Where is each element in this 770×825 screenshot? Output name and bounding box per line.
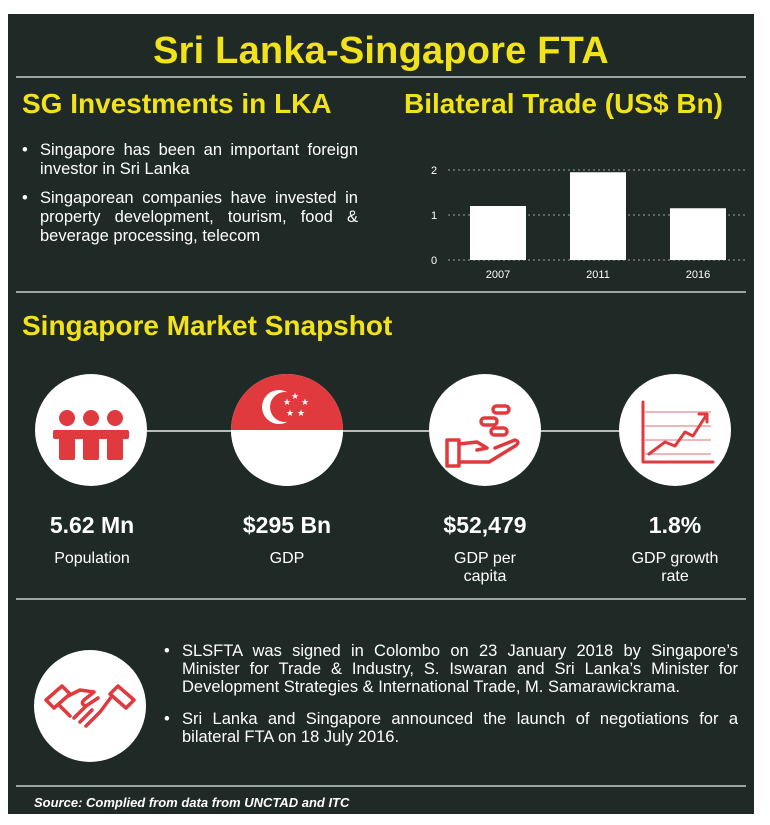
list-item: • Singaporean companies have invested in… bbox=[22, 189, 358, 246]
gdp-growth-label: GDP growth rate bbox=[631, 550, 719, 585]
bullet-dot: • bbox=[22, 189, 28, 207]
x-tick-label: 2016 bbox=[686, 269, 710, 281]
svg-text:★: ★ bbox=[286, 409, 294, 419]
y-tick-label: 1 bbox=[431, 210, 437, 222]
gdp-growth-value: 1.8% bbox=[648, 512, 702, 538]
hand-coins-icon bbox=[429, 374, 541, 486]
bullet-dot: • bbox=[164, 642, 170, 660]
bar bbox=[670, 208, 726, 260]
gdp-value: $295 Bn bbox=[242, 512, 332, 538]
snapshot-connector-line bbox=[48, 430, 728, 432]
investments-bullets: • Singapore has been an important foreig… bbox=[22, 141, 358, 256]
divider bbox=[16, 598, 746, 600]
page-title: Sri Lanka-Singapore FTA bbox=[153, 30, 609, 72]
y-tick-label: 2 bbox=[431, 165, 437, 177]
gdp-per-capita-label: GDP per capita bbox=[454, 550, 516, 585]
bullet-dot: • bbox=[164, 710, 170, 728]
list-item: • SLSFTA was signed in Colombo on 23 Jan… bbox=[164, 642, 738, 696]
bullet-dot: • bbox=[22, 141, 28, 159]
agreement-bullet-text: Sri Lanka and Singapore announced the la… bbox=[182, 710, 738, 746]
x-tick-label: 2011 bbox=[586, 269, 610, 281]
singapore-flag-icon: ★ ★ ★ ★ ★ bbox=[231, 374, 343, 486]
list-item: • Sri Lanka and Singapore announced the … bbox=[164, 710, 738, 746]
list-item: • Singapore has been an important foreig… bbox=[22, 141, 358, 179]
investments-heading: SG Investments in LKA bbox=[22, 88, 332, 119]
handshake-icon bbox=[34, 650, 146, 762]
infographic-panel: Sri Lanka-Singapore FTA SG Investments i… bbox=[8, 14, 754, 814]
svg-text:★: ★ bbox=[283, 398, 291, 408]
people-icon bbox=[35, 374, 147, 486]
population-label: Population bbox=[54, 550, 130, 567]
source-note: Source: Complied from data from UNCTAD a… bbox=[34, 795, 350, 810]
investment-bullet-text: Singapore has been an important foreign … bbox=[40, 141, 358, 178]
agreement-bullet-text: SLSFTA was signed in Colombo on 23 Janua… bbox=[182, 642, 738, 696]
investment-bullet-text: Singaporean companies have invested in p… bbox=[40, 189, 358, 245]
svg-text:★: ★ bbox=[301, 398, 309, 408]
agreement-bullets: • SLSFTA was signed in Colombo on 23 Jan… bbox=[164, 642, 738, 756]
svg-text:★: ★ bbox=[297, 409, 305, 419]
gdp-label: GDP bbox=[269, 550, 305, 567]
divider bbox=[16, 785, 746, 787]
bilateral-trade-chart: 0 1 2 2007 2011 2016 bbox=[431, 165, 748, 281]
snapshot-heading: Singapore Market Snapshot bbox=[22, 310, 393, 341]
population-value: 5.62 Mn bbox=[49, 512, 135, 538]
divider bbox=[16, 291, 746, 293]
x-tick-label: 2007 bbox=[486, 269, 510, 281]
bar bbox=[570, 172, 626, 260]
gdp-per-capita-value: $52,479 bbox=[443, 512, 527, 538]
growth-chart-icon bbox=[619, 374, 731, 486]
y-tick-label: 0 bbox=[431, 255, 437, 267]
bar bbox=[470, 206, 526, 260]
svg-text:★: ★ bbox=[291, 392, 299, 402]
trade-heading: Bilateral Trade (US$ Bn) bbox=[404, 88, 723, 119]
divider bbox=[16, 76, 746, 78]
